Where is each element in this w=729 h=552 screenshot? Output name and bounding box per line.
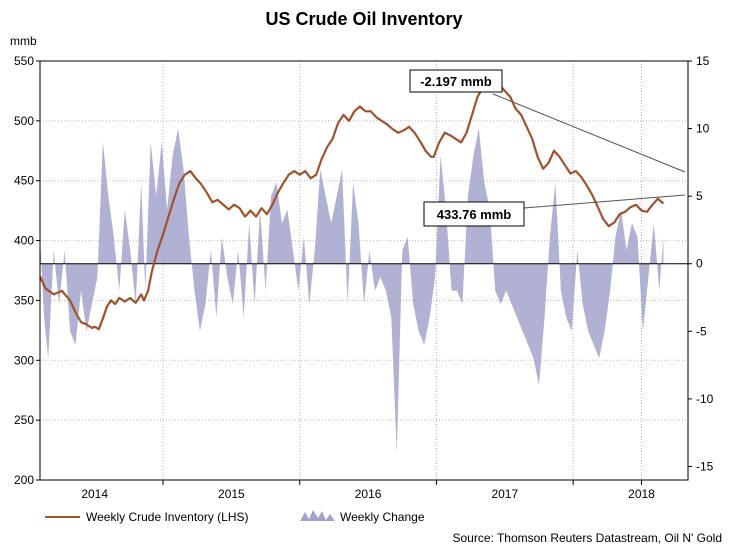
right-tick-label-5: 10 [696,122,710,136]
annotation-box-2 [423,201,525,227]
x-tick-label-0: 2014 [81,487,108,501]
gridlines [40,60,688,481]
left-tick-label-1: 250 [14,413,34,427]
weekly-change-area [40,128,664,453]
right-axis: -15 -10 -5 0 5 10 15 [688,54,714,473]
legend-label-inventory: Weekly Crude Inventory (LHS) [86,510,249,524]
x-tick-label-2: 2016 [355,487,382,501]
annotation-leader-1 [492,93,686,173]
right-tick-label-3: 0 [696,257,703,271]
x-tick-label-1: 2015 [218,487,245,501]
annotation-leader-2 [523,194,686,209]
right-tick-label-0: -15 [696,459,714,473]
chart-title: US Crude Oil Inventory [265,9,462,29]
left-tick-label-6: 500 [14,114,34,128]
x-tick-label-4: 2018 [628,487,655,501]
annotation-label-2: 433.76 mmb [437,207,511,222]
source-note: Source: Thomson Reuters Datastream, Oil … [452,531,722,545]
right-tick-label-1: -10 [696,392,714,406]
legend-swatch-change [300,510,335,521]
inventory-series [39,77,665,331]
left-tick-label-3: 350 [14,293,34,307]
left-tick-label-2: 300 [14,353,34,367]
weekly-change-series [40,128,664,453]
left-tick-label-7: 550 [14,54,34,68]
left-axis-unit: mmb [10,34,37,48]
left-axis: 200 250 300 350 400 450 500 550 [14,54,40,487]
legend-label-change: Weekly Change [340,510,425,524]
left-tick-label-0: 200 [14,473,34,487]
plot-frame [39,60,689,481]
legend: Weekly Crude Inventory (LHS) Weekly Chan… [45,510,425,524]
annotations: -2.197 mmb 433.76 mmb [409,69,686,227]
left-tick-label-5: 450 [14,174,34,188]
weekly-inventory-line [39,77,665,331]
annotation-box-1 [409,69,503,93]
annotation-label-1: -2.197 mmb [420,74,492,89]
right-tick-label-4: 5 [696,189,703,203]
x-tick-label-3: 2017 [491,487,518,501]
right-tick-label-2: -5 [696,324,707,338]
right-tick-label-6: 15 [696,54,710,68]
x-axis: 2014 2015 2016 2017 2018 [81,480,655,501]
left-tick-label-4: 400 [14,234,34,248]
